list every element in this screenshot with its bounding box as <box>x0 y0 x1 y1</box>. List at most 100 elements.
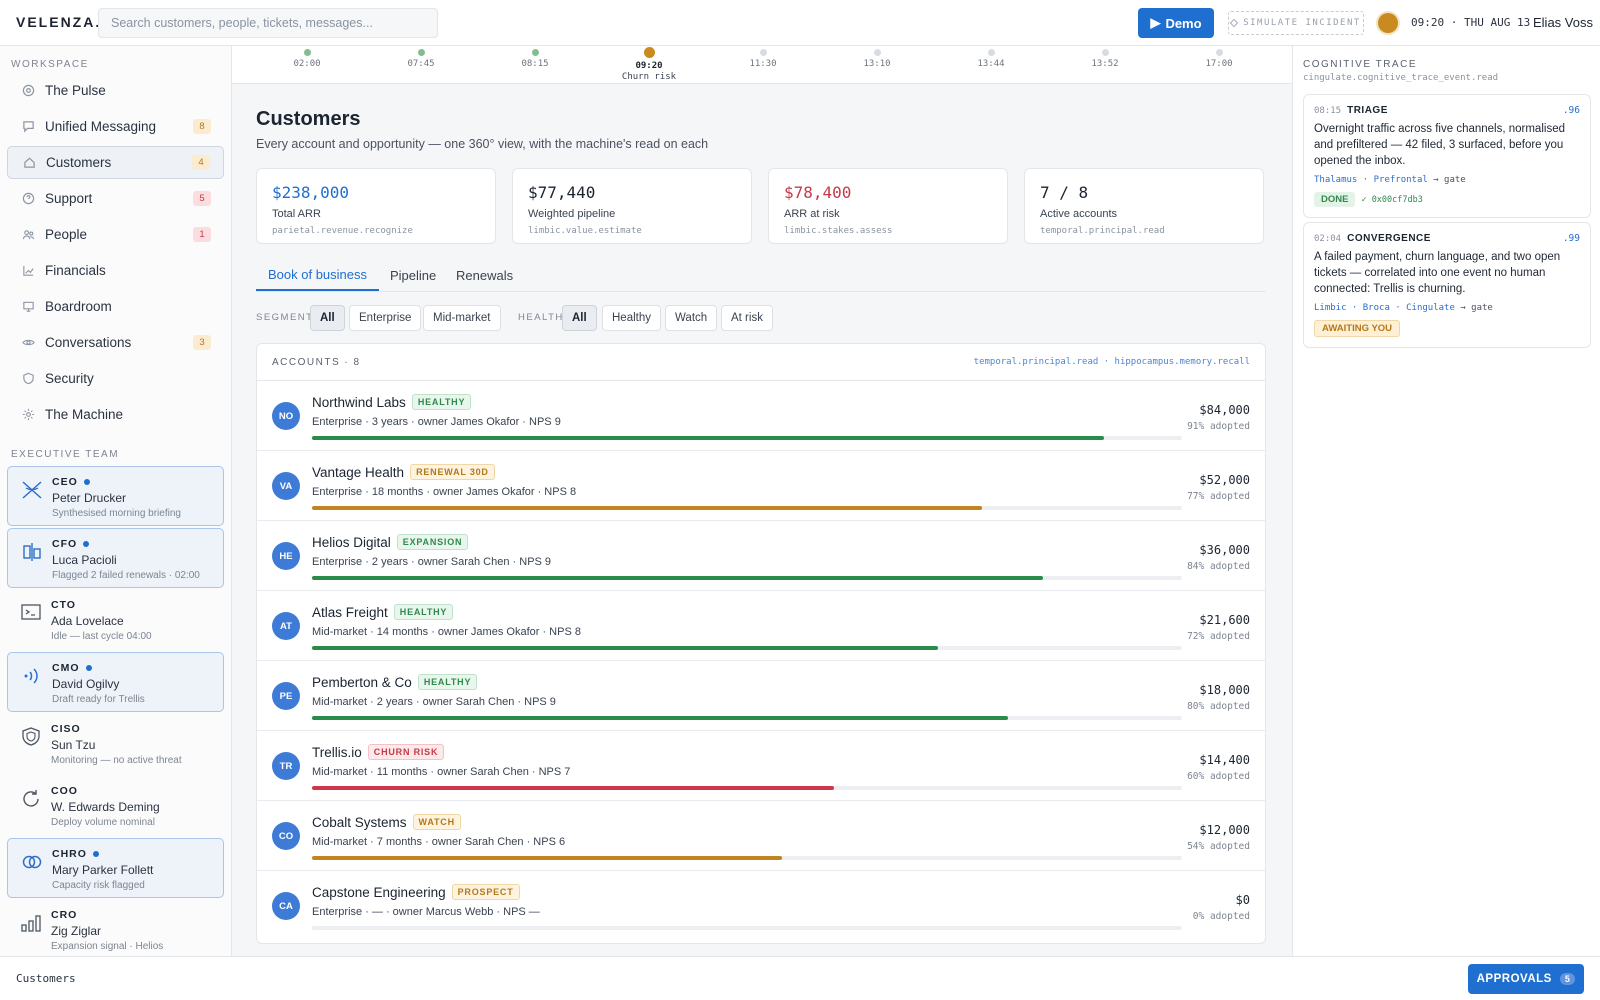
health-filter-at-risk[interactable]: At risk <box>721 305 773 331</box>
timeline-point[interactable]: 08:15 <box>505 49 565 69</box>
trace-card-convergence[interactable]: 02:04 CONVERGENCE .99 A failed payment, chu… <box>1303 222 1591 348</box>
account-row[interactable]: NO Northwind Labs HEALTHY Enterprise · 3 ye… <box>257 381 1265 451</box>
sidebar-item-the-machine[interactable]: The Machine <box>7 398 224 431</box>
approvals-button[interactable]: APPROVALS 5 <box>1468 964 1584 994</box>
account-arr: $21,600 <box>1199 613 1250 627</box>
sidebar-item-the-pulse[interactable]: The Pulse <box>7 74 224 107</box>
account-row[interactable]: CO Cobalt Systems WATCH Mid-market · 7 mont… <box>257 801 1265 871</box>
trace-path-gate: → gate <box>1460 303 1493 313</box>
sidebar-item-people[interactable]: People 1 <box>7 218 224 251</box>
message-icon <box>21 120 35 134</box>
simulate-incident-button[interactable]: SIMULATE INCIDENT <box>1228 11 1364 35</box>
sidebar-item-conversations[interactable]: Conversations 3 <box>7 326 224 359</box>
app-logo[interactable]: VELENZA. <box>16 14 102 30</box>
people-icon <box>21 228 35 242</box>
account-name-label: Helios Digital <box>312 534 391 550</box>
stat-label: Active accounts <box>1040 208 1118 220</box>
segment-filter-all[interactable]: All <box>310 305 345 331</box>
stat-label: ARR at risk <box>784 208 840 220</box>
tab-book-of-business[interactable]: Book of business <box>256 259 380 291</box>
sidebar-item-boardroom[interactable]: Boardroom <box>7 290 224 323</box>
trace-score: .99 <box>1562 233 1580 244</box>
exec-card-cto[interactable]: CTO Ada Lovelace Idle — last cycle 04:00 <box>7 590 224 650</box>
segment-filter-enterprise[interactable]: Enterprise <box>349 305 422 331</box>
count-badge: 8 <box>193 119 211 134</box>
search-input[interactable] <box>98 8 438 38</box>
health-filter-all[interactable]: All <box>562 305 597 331</box>
account-arr: $52,000 <box>1199 473 1250 487</box>
adoption-bar-fill <box>312 786 834 790</box>
trace-card-triage[interactable]: 08:15 TRIAGE .96 Overnight traffic across f… <box>1303 94 1591 218</box>
health-filter-watch[interactable]: Watch <box>665 305 718 331</box>
account-row[interactable]: HE Helios Digital EXPANSION Enterprise · 2 … <box>257 521 1265 591</box>
timeline-time: 02:00 <box>293 59 321 69</box>
bar-chart-icon <box>20 912 42 934</box>
timeline-dot <box>531 49 539 56</box>
accounts-title: ACCOUNTS · 8 <box>272 356 361 368</box>
exec-card-cro[interactable]: CRO Zig Ziglar Expansion signal · Helios <box>7 900 224 956</box>
status-badge: WATCH <box>412 814 461 830</box>
stat-card[interactable]: $78,400 ARR at risk limbic.stakes.assess <box>768 168 1008 244</box>
account-row[interactable]: CA Capstone Engineering PROSPECT Enterprise… <box>257 871 1265 941</box>
adoption-bar <box>312 646 1182 650</box>
avatar: HE <box>272 542 300 570</box>
timeline-point[interactable]: 07:45 <box>391 49 451 69</box>
stat-card[interactable]: $238,000 Total ARR parietal.revenue.recogn… <box>256 168 496 244</box>
adoption-bar <box>312 506 1182 510</box>
trace-status-badge[interactable]: AWAITING YOU <box>1314 320 1401 337</box>
timeline-point[interactable]: 09:20 Churn risk <box>619 47 679 82</box>
sidebar-item-financials[interactable]: Financials <box>7 254 224 287</box>
stat-value: 7 / 8 <box>1040 183 1089 202</box>
demo-button[interactable]: ▶ Demo <box>1138 8 1214 38</box>
account-name-label: Atlas Freight <box>312 604 388 620</box>
trace-card-header: 08:15 TRIAGE .96 <box>1314 105 1580 116</box>
account-arr: $18,000 <box>1199 683 1250 697</box>
exec-card-cfo[interactable]: CFO Luca Pacioli Flagged 2 failed renewals… <box>7 528 224 588</box>
account-meta: Enterprise · 3 years · owner James Okafo… <box>312 416 561 428</box>
account-name: Trellis.io CHURN RISK <box>312 744 445 760</box>
stat-card[interactable]: 7 / 8 Active accounts temporal.principal.r… <box>1024 168 1264 244</box>
account-row[interactable]: VA Vantage Health RENEWAL 30D Enterprise · … <box>257 451 1265 521</box>
sidebar-item-security[interactable]: Security <box>7 362 224 395</box>
tab-renewals[interactable]: Renewals <box>456 267 514 283</box>
exec-name: Sun Tzu <box>51 738 96 752</box>
bottom-bar: Customers APPROVALS 5 <box>0 956 1600 1000</box>
stat-card[interactable]: $77,440 Weighted pipeline limbic.value.est… <box>512 168 752 244</box>
exec-role-label: CEO <box>52 476 78 488</box>
exec-status: Capacity risk flagged <box>52 880 145 891</box>
trace-card-header: 02:04 CONVERGENCE .99 <box>1314 233 1580 244</box>
sidebar-item-unified-messaging[interactable]: Unified Messaging 8 <box>7 110 224 143</box>
exec-card-chro[interactable]: CHRO Mary Parker Follett Capacity risk fla… <box>7 838 224 898</box>
account-row[interactable]: AT Atlas Freight HEALTHY Mid-market · 14 mo… <box>257 591 1265 661</box>
tab-pipeline[interactable]: Pipeline <box>390 267 437 283</box>
segment-filter-mid-market[interactable]: Mid-market <box>423 305 501 331</box>
timeline-point[interactable]: 02:00 <box>277 49 337 69</box>
timeline-point[interactable]: 17:00 <box>1189 49 1249 69</box>
timeline-point[interactable]: 13:10 <box>847 49 907 69</box>
account-row[interactable]: PE Pemberton & Co HEALTHY Mid-market · 2 ye… <box>257 661 1265 731</box>
status-orb[interactable] <box>1378 13 1398 33</box>
timeline-point[interactable]: 13:44 <box>961 49 1021 69</box>
account-row[interactable]: TR Trellis.io CHURN RISK Mid-market · 11 mo… <box>257 731 1265 801</box>
sidebar: WORKSPACE The Pulse Unified Messaging 8 Cus… <box>0 46 232 956</box>
trace-score: .96 <box>1562 105 1580 116</box>
health-filter-healthy[interactable]: Healthy <box>602 305 661 331</box>
exec-status: Flagged 2 failed renewals · 02:00 <box>52 570 200 581</box>
timeline-point[interactable]: 11:30 <box>733 49 793 69</box>
exec-card-cmo[interactable]: CMO David Ogilvy Draft ready for Trellis <box>7 652 224 712</box>
exec-card-ceo[interactable]: CEO Peter Drucker Synthesised morning brie… <box>7 466 224 526</box>
sidebar-item-support[interactable]: Support 5 <box>7 182 224 215</box>
monitor-icon <box>21 300 35 314</box>
timeline-point[interactable]: 13:52 <box>1075 49 1135 69</box>
account-meta: Mid-market · 14 months · owner James Oka… <box>312 626 581 638</box>
status-badge: RENEWAL 30D <box>410 464 495 480</box>
user-name[interactable]: Elias Voss <box>1533 15 1593 30</box>
sidebar-item-customers[interactable]: Customers 4 <box>7 146 224 179</box>
exec-card-ciso[interactable]: CISO Sun Tzu Monitoring — no active threat <box>7 714 224 774</box>
timeline-time: 11:30 <box>749 59 777 69</box>
exec-role-label: CTO <box>51 599 76 611</box>
exec-card-coo[interactable]: COO W. Edwards Deming Deploy volume nomina… <box>7 776 224 836</box>
ledger-icon <box>21 541 43 563</box>
adoption-bar-fill <box>312 576 1043 580</box>
timeline-time: 17:00 <box>1205 59 1233 69</box>
